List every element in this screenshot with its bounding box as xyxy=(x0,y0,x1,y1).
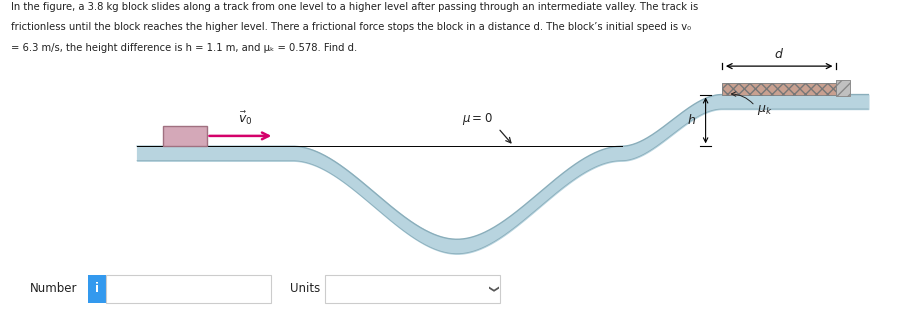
Text: Number: Number xyxy=(30,282,78,295)
Text: = 6.3 m/s, the height difference is h = 1.1 m, and μₖ = 0.578. Find d.: = 6.3 m/s, the height difference is h = … xyxy=(11,43,357,53)
Text: ❯: ❯ xyxy=(487,285,497,293)
Text: $\vec{v}_0$: $\vec{v}_0$ xyxy=(238,110,252,127)
Text: i: i xyxy=(95,282,99,295)
Text: $d$: $d$ xyxy=(774,47,784,61)
Bar xyxy=(163,126,207,146)
Bar xyxy=(836,80,850,96)
Text: $h$: $h$ xyxy=(687,113,696,127)
Text: frictionless until the block reaches the higher level. There a frictional force : frictionless until the block reaches the… xyxy=(11,22,691,32)
Bar xyxy=(722,83,836,94)
Bar xyxy=(88,275,106,303)
Text: $\mu = 0$: $\mu = 0$ xyxy=(462,111,493,126)
Bar xyxy=(836,80,850,96)
Text: $\mu_k$: $\mu_k$ xyxy=(757,103,772,117)
Text: In the figure, a 3.8 kg block slides along a track from one level to a higher le: In the figure, a 3.8 kg block slides alo… xyxy=(11,2,698,12)
Text: Units: Units xyxy=(290,282,320,295)
Bar xyxy=(722,83,836,94)
Bar xyxy=(106,275,271,303)
Bar xyxy=(325,275,500,303)
